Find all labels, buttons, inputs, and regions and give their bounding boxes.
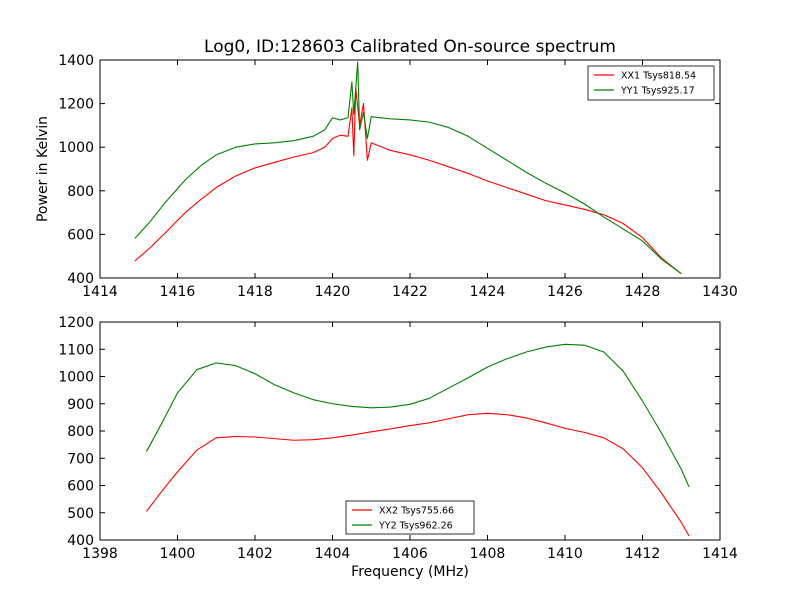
y-tick-label: 1000 bbox=[58, 140, 94, 156]
y-tick-label: 400 bbox=[67, 271, 94, 287]
y-tick-label: 600 bbox=[67, 479, 94, 495]
x-tick-label: 1402 bbox=[237, 546, 273, 562]
x-tick-label: 1408 bbox=[470, 546, 506, 562]
legend-box bbox=[587, 65, 715, 101]
y-tick-label: 1200 bbox=[58, 315, 94, 331]
x-tick-label: 1416 bbox=[160, 284, 196, 300]
x-tick-label: 1422 bbox=[392, 284, 428, 300]
y-tick-label: 1400 bbox=[58, 53, 94, 69]
x-tick-label: 1414 bbox=[82, 284, 118, 300]
x-tick-label: 1410 bbox=[547, 546, 583, 562]
y-tick-label: 600 bbox=[67, 227, 94, 243]
y-tick-label: 800 bbox=[67, 424, 94, 440]
x-tick-label: 1414 bbox=[702, 546, 738, 562]
chart-panel-2: 1398 1400 1402 1404 1406 1408 1410 1412 1414 400 5… bbox=[58, 315, 738, 580]
legend-entry: XX1 Tsys818.54 bbox=[621, 71, 696, 82]
legend: XX2 Tsys755.66 YY2 Tsys962.26 bbox=[345, 500, 475, 535]
chart-panel-1: 1414 1416 1418 1420 1422 1424 1426 1428 1430 400 6… bbox=[35, 37, 738, 300]
y-tick-label: 900 bbox=[67, 397, 94, 413]
x-tick-label: 1428 bbox=[625, 284, 661, 300]
x-tick-label: 1412 bbox=[625, 546, 661, 562]
series-line-1-1 bbox=[134, 87, 682, 275]
x-tick-label: 1420 bbox=[315, 284, 351, 300]
legend-box bbox=[345, 500, 475, 535]
y-tick-label: 1000 bbox=[58, 370, 94, 386]
x-tick-label: 1418 bbox=[237, 284, 273, 300]
legend-entry: YY1 Tsys925.17 bbox=[620, 86, 695, 97]
y-tick-label: 800 bbox=[67, 184, 94, 200]
y-axis-label: Power in Kelvin bbox=[35, 116, 51, 222]
series-line-1-2 bbox=[134, 61, 682, 275]
y-tick-label: 500 bbox=[67, 506, 94, 522]
x-axis-label: Frequency (MHz) bbox=[351, 564, 469, 580]
x-tick-label: 1400 bbox=[160, 546, 196, 562]
x-tick-label: 1426 bbox=[547, 284, 583, 300]
y-tick-label: 1200 bbox=[58, 97, 94, 113]
legend-entry: YY2 Tsys962.26 bbox=[378, 521, 453, 532]
x-tick-label: 1424 bbox=[470, 284, 506, 300]
y-tick-label: 400 bbox=[67, 533, 94, 549]
x-tick-label: 1398 bbox=[82, 546, 118, 562]
series-line-2-2 bbox=[146, 343, 690, 488]
y-tick-label: 1100 bbox=[58, 342, 94, 358]
chart-title: Log0, ID:128603 Calibrated On-source spe… bbox=[204, 37, 616, 57]
x-tick-label: 1404 bbox=[315, 546, 351, 562]
x-tick-label: 1430 bbox=[702, 284, 738, 300]
legend-entry: XX2 Tsys755.66 bbox=[379, 506, 454, 517]
legend: XX1 Tsys818.54 YY1 Tsys925.17 bbox=[587, 65, 715, 101]
series-line-2-1 bbox=[146, 412, 690, 537]
x-tick-label: 1406 bbox=[392, 546, 428, 562]
y-tick-label: 700 bbox=[67, 451, 94, 467]
